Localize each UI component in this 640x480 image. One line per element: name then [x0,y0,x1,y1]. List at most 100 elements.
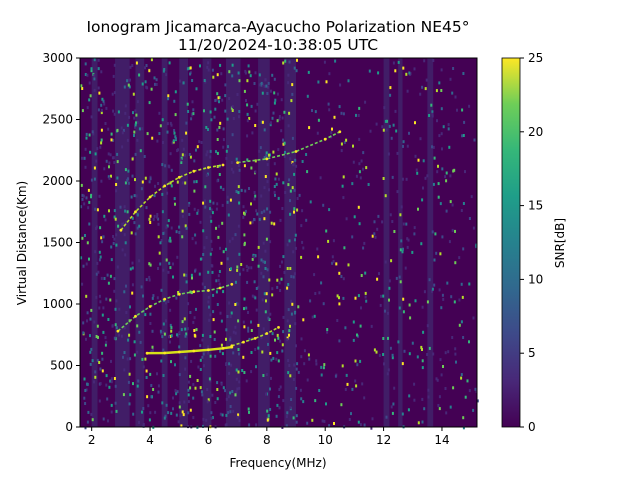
noise-pixel [269,123,272,127]
noise-pixel [142,407,145,410]
noise-pixel [203,364,205,368]
noise-pixel [135,194,138,198]
noise-pixel [212,318,215,322]
noise-pixel [392,402,395,406]
noise-pixel [121,145,124,149]
noise-pixel [115,183,118,186]
noise-pixel [123,233,126,237]
noise-pixel [199,220,202,224]
noise-pixel [354,379,357,383]
noise-pixel [408,303,411,307]
noise-pixel [157,235,160,239]
noise-pixel [454,261,457,265]
noise-pixel [167,164,170,168]
noise-pixel [460,209,463,212]
noise-pixel [317,118,320,122]
x-tick-label: 8 [263,433,271,447]
noise-pixel [83,156,86,160]
noise-pixel [248,410,250,414]
noise-pixel [195,87,198,91]
noise-pixel [209,335,212,338]
noise-pixel [229,315,232,318]
noise-pixel [229,198,232,202]
noise-pixel [411,250,414,254]
noise-pixel [408,131,410,135]
noise-pixel [236,302,239,306]
noise-pixel [462,202,465,205]
noise-pixel [131,291,134,295]
noise-pixel [100,70,103,74]
noise-pixel [160,359,163,363]
noise-pixel [108,161,111,165]
noise-pixel [242,215,245,219]
noise-pixel [102,330,105,334]
noise-pixel [407,238,410,242]
noise-pixel [192,112,195,116]
noise-pixel [454,95,457,99]
noise-pixel [224,423,227,427]
noise-pixel [201,393,204,397]
noise-pixel [211,416,214,420]
noise-pixel [348,418,351,421]
noise-pixel [379,303,382,307]
noise-pixel [167,94,170,98]
noise-pixel [279,385,282,389]
noise-pixel [321,419,324,423]
noise-pixel [214,401,217,404]
noise-pixel [180,161,183,164]
chart-title-line-2: 11/20/2024-10:38:05 UTC [178,36,378,54]
noise-pixel [334,59,337,63]
noise-pixel [196,145,199,149]
noise-pixel [277,336,280,340]
noise-pixel [100,276,103,280]
noise-pixel [209,149,212,153]
noise-pixel [290,275,293,279]
noise-pixel [274,98,277,102]
noise-pixel [211,393,214,397]
noise-pixel [229,391,232,395]
echo-trace-point [192,169,196,173]
noise-pixel [93,58,96,62]
noise-pixel [189,155,192,159]
noise-pixel [274,177,277,181]
noise-pixel [263,292,266,296]
noise-pixel [376,227,379,231]
noise-pixel [345,373,348,377]
noise-pixel [438,288,441,292]
noise-pixel [326,330,329,334]
noise-pixel [256,102,259,106]
noise-pixel [194,241,197,245]
noise-pixel [278,117,281,121]
noise-pixel [299,388,302,392]
noise-pixel [151,329,154,333]
noise-pixel [402,140,405,144]
noise-pixel [184,356,187,360]
noise-pixel [260,194,263,198]
noise-pixel [176,333,178,337]
noise-pixel [258,83,261,87]
noise-pixel [266,180,269,184]
noise-pixel [110,132,113,136]
noise-pixel [405,72,408,76]
noise-pixel [425,78,428,82]
noise-pixel [96,147,99,151]
noise-pixel [455,360,457,364]
noise-pixel [245,379,248,383]
noise-pixel [250,370,253,374]
noise-pixel [226,315,229,318]
noise-pixel [89,94,92,98]
noise-pixel [183,317,186,321]
noise-pixel [156,296,159,300]
noise-pixel [210,416,213,420]
noise-pixel [103,277,106,280]
noise-pixel [161,210,164,214]
noise-pixel [85,337,87,341]
noise-pixel [338,271,341,275]
noise-pixel [200,141,203,144]
noise-pixel [211,264,214,268]
noise-pixel [230,311,233,315]
echo-trace-point [163,184,167,188]
noise-pixel [248,117,251,120]
noise-pixel [250,104,253,108]
